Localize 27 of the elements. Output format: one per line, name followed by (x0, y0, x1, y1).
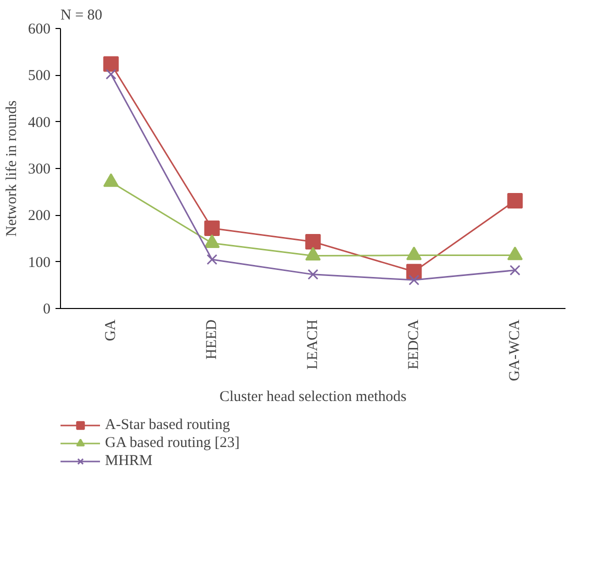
y-tick-label: 600 (28, 22, 50, 38)
point (106, 68, 116, 80)
y-axis-title: Network life in rounds (4, 100, 20, 237)
y-tick-label: 400 (28, 114, 50, 131)
point (408, 274, 420, 286)
y-tick-label: 100 (28, 254, 50, 271)
x-tick-label: EEDCA (406, 319, 422, 370)
x-tick-label: LEACH (305, 319, 321, 370)
chart-title: N = 80 (60, 8, 102, 24)
y-tick-label: 0 (43, 302, 50, 318)
legend-label: MHRM (105, 452, 153, 470)
legend-label: GA based routing [23] (105, 434, 240, 452)
point (103, 56, 119, 72)
y-tick-label: 300 (28, 162, 50, 178)
legend-label: A-Star based routing (105, 416, 230, 434)
point (305, 234, 321, 250)
point (204, 220, 220, 236)
x-tick-label: HEED (204, 319, 220, 360)
y-tick-label: 200 (28, 208, 50, 224)
point (206, 254, 218, 265)
x-tick-label: GA-WCA (507, 319, 523, 382)
x-tick-label: GA (103, 319, 119, 342)
point (308, 269, 318, 280)
x-axis-title: Cluster head selection methods (219, 389, 407, 406)
point (507, 192, 523, 208)
point (510, 264, 520, 276)
y-tick-label: 500 (28, 68, 50, 84)
